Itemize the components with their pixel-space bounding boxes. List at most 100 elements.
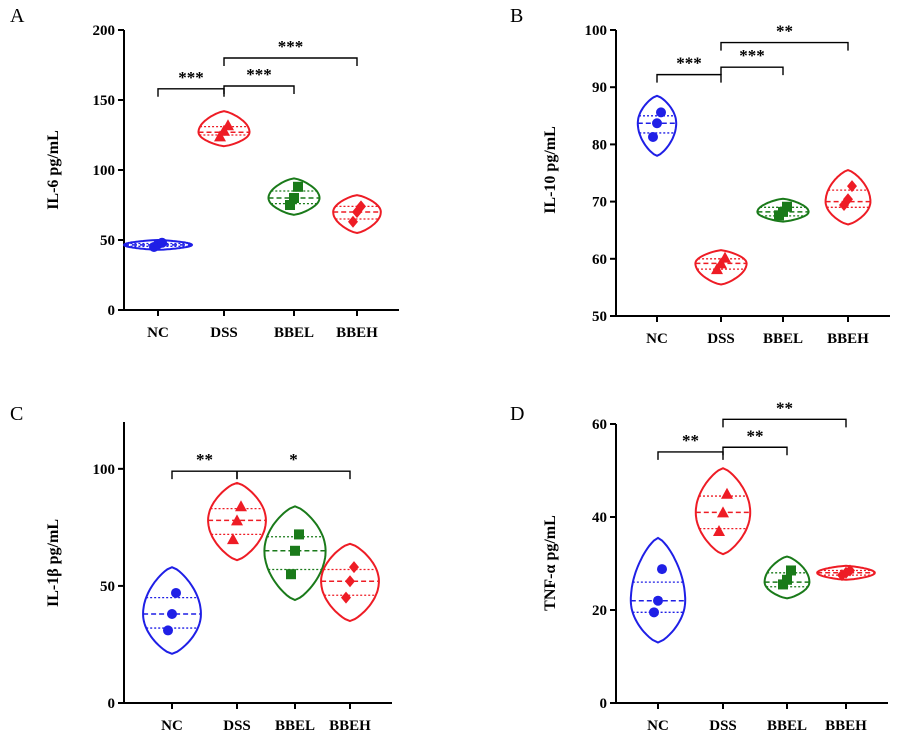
violin-outline <box>197 110 251 148</box>
significance-bracket: *** <box>223 37 358 66</box>
y-axis-label: TNF-α pg/mL <box>542 515 559 611</box>
y-tick-label: 50 <box>100 233 115 249</box>
y-axis-label: IL-1β pg/mL <box>45 519 62 607</box>
x-tick-label: BBEH <box>827 331 869 347</box>
panel-a: A 0 50 100 150 200 IL-6 pg/mL NC DSS BBEL BBEH *** *… <box>10 5 399 341</box>
data-point <box>349 561 359 574</box>
y-tick-label: 100 <box>93 163 116 179</box>
data-point <box>289 193 299 203</box>
y-tick-label: 0 <box>600 696 608 712</box>
data-point <box>843 193 853 206</box>
violin-outline <box>263 505 327 602</box>
x-tick-label: BBEL <box>767 718 807 734</box>
data-point <box>845 564 855 577</box>
y-tick-label: 50 <box>100 579 115 595</box>
data-point <box>782 201 792 212</box>
x-tick-label: DSS <box>223 718 251 734</box>
violin-dss <box>694 249 748 286</box>
data-point <box>348 215 358 228</box>
violin-nc <box>636 94 678 157</box>
data-point <box>715 257 727 269</box>
panel-d: D 0 20 40 60 TNF-α pg/mL NC DSS BBEL BBEH ** ** ** <box>510 398 888 734</box>
data-point <box>657 564 667 575</box>
data-point <box>290 545 300 556</box>
x-tick-label: DSS <box>210 325 238 341</box>
data-point <box>294 529 304 540</box>
significance-bracket: *** <box>223 65 295 94</box>
violin-bbel <box>267 177 321 216</box>
significance-bracket: ** <box>657 431 724 460</box>
significance-label: ** <box>776 398 793 417</box>
violin-bbeh <box>816 564 876 582</box>
bracket-line <box>236 470 351 480</box>
y-tick-label: 40 <box>592 510 607 526</box>
data-point <box>231 514 243 526</box>
data-point <box>786 565 796 576</box>
data-point <box>713 524 725 536</box>
violin-dss <box>207 481 267 562</box>
bracket-line <box>720 41 849 51</box>
y-tick-label: 60 <box>592 417 607 433</box>
x-tick-label: NC <box>646 331 668 347</box>
y-tick-label: 60 <box>592 252 607 268</box>
data-point <box>653 595 663 606</box>
y-tick-label: 70 <box>592 195 607 211</box>
data-point <box>157 237 167 248</box>
significance-bracket: *** <box>720 46 784 76</box>
y-tick-label: 20 <box>592 603 607 619</box>
violin-outline <box>636 94 678 157</box>
bracket-line <box>656 73 722 83</box>
data-point <box>648 131 658 142</box>
significance-label: *** <box>278 37 304 56</box>
y-tick-label: 0 <box>108 303 116 319</box>
significance-label: ** <box>196 450 213 469</box>
significance-bracket: ** <box>722 398 847 428</box>
violin-nc <box>629 536 687 644</box>
significance-label: * <box>289 450 298 469</box>
violin-outline <box>142 566 202 655</box>
data-point <box>847 180 857 193</box>
data-point <box>218 124 230 136</box>
significance-bracket: ** <box>720 22 849 51</box>
violin-nc <box>122 237 194 252</box>
x-tick-label: NC <box>647 718 669 734</box>
data-point <box>652 118 662 129</box>
data-point <box>356 200 366 213</box>
x-tick-label: BBEH <box>825 718 867 734</box>
data-point <box>227 533 239 545</box>
bracket-line <box>722 418 847 428</box>
x-tick-label: BBEL <box>275 718 315 734</box>
bracket-line <box>171 470 238 480</box>
violin-bbeh <box>332 194 382 235</box>
y-tick-label: 90 <box>592 80 607 96</box>
data-point <box>649 607 659 618</box>
violin-bbel <box>263 505 327 602</box>
violin-outline <box>332 194 382 235</box>
bracket-line <box>720 66 784 76</box>
y-tick-label: 80 <box>592 137 607 153</box>
y-tick-label: 100 <box>93 462 116 478</box>
y-tick-label: 200 <box>93 23 116 39</box>
significance-bracket: *** <box>656 54 722 83</box>
data-point <box>214 130 226 142</box>
data-point <box>293 181 303 192</box>
data-point <box>782 574 792 585</box>
significance-label: ** <box>747 426 764 445</box>
bracket-line <box>157 88 225 97</box>
significance-bracket: ** <box>722 426 788 456</box>
bracket-line <box>223 57 358 66</box>
data-point <box>286 569 296 580</box>
data-point <box>167 609 177 620</box>
panel-b: B 50 60 70 80 90 100 IL-10 pg/mL NC DSS BBEL BBEH **… <box>510 5 890 347</box>
violin-bbel <box>763 555 811 600</box>
violin-bbel <box>756 197 810 223</box>
bracket-line <box>657 451 724 460</box>
data-point <box>656 107 666 118</box>
data-point <box>171 587 181 598</box>
data-point <box>235 500 247 512</box>
violin-outline <box>267 177 321 216</box>
x-tick-label: DSS <box>707 331 735 347</box>
panel-letter: B <box>510 5 523 27</box>
